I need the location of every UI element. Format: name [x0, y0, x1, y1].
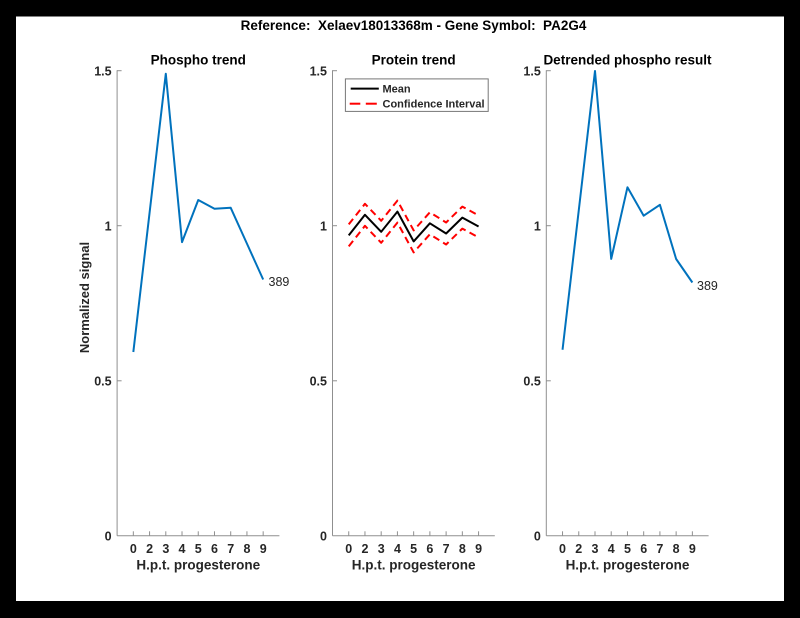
svg-text:8: 8	[459, 542, 466, 556]
svg-text:Detrended phospho result: Detrended phospho result	[543, 52, 712, 67]
svg-text:8: 8	[673, 542, 680, 556]
svg-text:389: 389	[269, 275, 290, 289]
svg-text:0.5: 0.5	[310, 374, 327, 388]
svg-text:0.5: 0.5	[523, 374, 540, 388]
svg-text:2: 2	[146, 542, 153, 556]
svg-text:1.5: 1.5	[523, 64, 540, 78]
svg-text:4: 4	[394, 542, 401, 556]
svg-text:3: 3	[592, 542, 599, 556]
svg-text:8: 8	[243, 542, 250, 556]
svg-text:7: 7	[443, 542, 450, 556]
svg-text:1: 1	[534, 219, 541, 233]
svg-text:7: 7	[227, 542, 234, 556]
svg-text:1: 1	[320, 219, 327, 233]
svg-text:4: 4	[179, 542, 186, 556]
svg-text:3: 3	[162, 542, 169, 556]
svg-text:2: 2	[575, 542, 582, 556]
svg-text:0: 0	[320, 529, 327, 543]
svg-text:1.5: 1.5	[310, 64, 327, 78]
svg-text:0: 0	[105, 529, 112, 543]
svg-text:Protein trend: Protein trend	[372, 52, 456, 67]
svg-text:H.p.t. progesterone: H.p.t. progesterone	[136, 558, 260, 573]
svg-text:0: 0	[559, 542, 566, 556]
svg-text:Normalized signal: Normalized signal	[77, 242, 92, 353]
svg-text:1.5: 1.5	[94, 64, 111, 78]
svg-text:H.p.t. progesterone: H.p.t. progesterone	[566, 558, 690, 573]
svg-text:389: 389	[697, 279, 718, 293]
svg-text:5: 5	[624, 542, 631, 556]
svg-text:Reference: Xelaev18013368m -: Reference: Xelaev18013368m - Gene Symbol…	[241, 18, 587, 33]
svg-text:3: 3	[378, 542, 385, 556]
svg-text:9: 9	[475, 542, 482, 556]
svg-text:4: 4	[608, 542, 615, 556]
svg-text:9: 9	[260, 542, 267, 556]
svg-text:5: 5	[195, 542, 202, 556]
svg-text:6: 6	[426, 542, 433, 556]
svg-text:2: 2	[361, 542, 368, 556]
svg-text:0: 0	[130, 542, 137, 556]
svg-text:Mean: Mean	[383, 83, 411, 95]
svg-text:Phospho trend: Phospho trend	[151, 52, 246, 67]
svg-text:6: 6	[640, 542, 647, 556]
svg-text:H.p.t. progesterone: H.p.t. progesterone	[352, 558, 476, 573]
svg-text:5: 5	[410, 542, 417, 556]
svg-text:0: 0	[534, 529, 541, 543]
svg-text:0: 0	[345, 542, 352, 556]
svg-text:7: 7	[656, 542, 663, 556]
svg-text:9: 9	[689, 542, 696, 556]
svg-text:Confidence Interval: Confidence Interval	[383, 99, 485, 111]
svg-text:1: 1	[105, 219, 112, 233]
svg-text:0.5: 0.5	[94, 374, 111, 388]
svg-text:6: 6	[211, 542, 218, 556]
